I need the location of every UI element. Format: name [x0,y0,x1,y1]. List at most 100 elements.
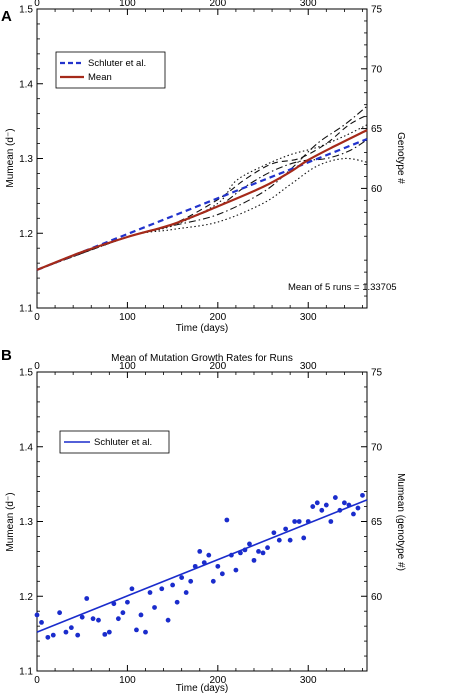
data-point [360,492,365,498]
plot-a-y2label: Genotype # [395,132,406,184]
top-tick-label: 0 [34,0,40,9]
plot-b-ylabel: Mumean (d⁻) [5,492,16,551]
top-tick-label: 200 [209,0,226,9]
data-point [115,616,121,622]
plot-a-legend-box [55,51,166,89]
top-tick-label: 300 [300,0,317,9]
series-line-run-4 [36,114,368,271]
series-line-mean [36,129,368,271]
x-tick-label: 200 [209,675,226,686]
y-tick-label: 1.3 [19,154,33,165]
plot-b-legend: Schluter et al. [59,430,170,454]
data-point [355,505,361,511]
x-tick-label: 100 [119,675,136,686]
top-tick-label: 100 [119,0,136,9]
data-point [314,500,320,506]
y-tick-label: 1.5 [19,368,33,379]
data-point [45,634,51,640]
data-point [210,578,216,584]
y-tick-label: 1.1 [19,304,33,315]
x-tick-label: 100 [119,312,136,323]
y-tick-label: 1.5 [19,5,33,16]
data-point [106,629,112,635]
data-point [287,537,293,543]
panel-b: B Mean of Mutation Growth Rates for Runs… [1,347,406,694]
data-point [215,563,221,569]
y2-tick-label: 75 [371,368,383,379]
plot-a-xlabel: Time (days) [176,323,228,334]
data-point [57,610,63,616]
data-point [197,549,203,554]
y-tick-label: 1.4 [19,442,33,453]
data-point [188,578,194,584]
data-point [102,631,108,637]
data-point [256,549,261,554]
data-point [129,586,135,592]
fit-line [36,499,368,633]
plot-b-bottom-axis: 0 100 200 300 [34,665,363,686]
legend-label-mean: Mean [88,72,112,83]
data-point [138,612,144,618]
data-point [143,629,148,635]
y-tick-label: 1.3 [19,517,33,528]
data-point [224,517,230,523]
data-point [75,632,81,638]
x-tick-label: 0 [34,675,40,686]
plot-a-bottom-axis: 0 100 200 300 [34,302,363,323]
plot-b-xlabel: Time (days) [176,683,228,694]
data-point [296,519,302,524]
x-tick-label: 0 [34,312,40,323]
legend-label-schluter: Schluter et al. [88,58,146,69]
plot-a-series [36,105,368,271]
plot-b-frame [36,371,368,672]
x-tick-label: 300 [300,675,317,686]
y-tick-label: 1.2 [19,229,33,240]
data-point [39,620,44,625]
data-point [125,599,130,605]
y-tick-label: 1.2 [19,592,33,603]
data-point [341,500,347,506]
data-point [332,495,338,500]
data-point [152,605,157,610]
y2-tick-label: 70 [371,442,383,453]
legend-label-fit: Schluter et al. [94,437,152,448]
x-tick-label: 300 [300,312,317,323]
plot-a-legend: Schluter et al. Mean [55,51,166,89]
data-point [147,590,153,595]
data-point [323,502,329,508]
data-point [68,625,74,631]
plot-b-top-axis: 0 100 200 300 [34,361,363,378]
data-point [283,526,289,532]
data-point [63,629,69,635]
x-tick-label: 200 [209,312,226,323]
plot-a-annotation: Mean of 5 runs = 1.33705 [288,282,397,293]
data-point [292,519,298,524]
data-point [251,557,257,563]
data-point [233,567,239,573]
series-line-run-2 [36,139,368,271]
plot-b-right-axis: 60 65 70 75 [361,368,383,657]
plot-a-ylabel: Mumean (d⁻) [5,128,16,187]
data-point [206,552,212,558]
plot-b-left-axis: 1.1 1.2 1.3 1.4 1.5 [19,368,43,678]
plot-b-series [34,492,368,640]
series-line-run-3 [36,105,368,271]
y-tick-label: 1.1 [19,667,33,678]
data-point [351,511,356,517]
data-point [165,617,171,623]
data-point [170,582,176,588]
plot-b-y2label: Mumean (genotype #) [395,473,406,571]
data-point [265,545,270,551]
data-point [319,507,325,513]
panel-a-label: A [1,8,12,25]
y2-tick-label: 60 [371,592,383,603]
data-point [219,571,225,577]
y2-tick-label: 70 [371,64,383,75]
data-point [134,627,139,633]
y2-tick-label: 75 [371,5,383,16]
plot-a-right-axis: 60 65 70 75 [361,5,383,297]
series-line-run-5 [36,124,368,271]
plot-a-left-axis: 1.1 1.2 1.3 1.4 1.5 [19,5,43,315]
data-point [96,617,101,623]
